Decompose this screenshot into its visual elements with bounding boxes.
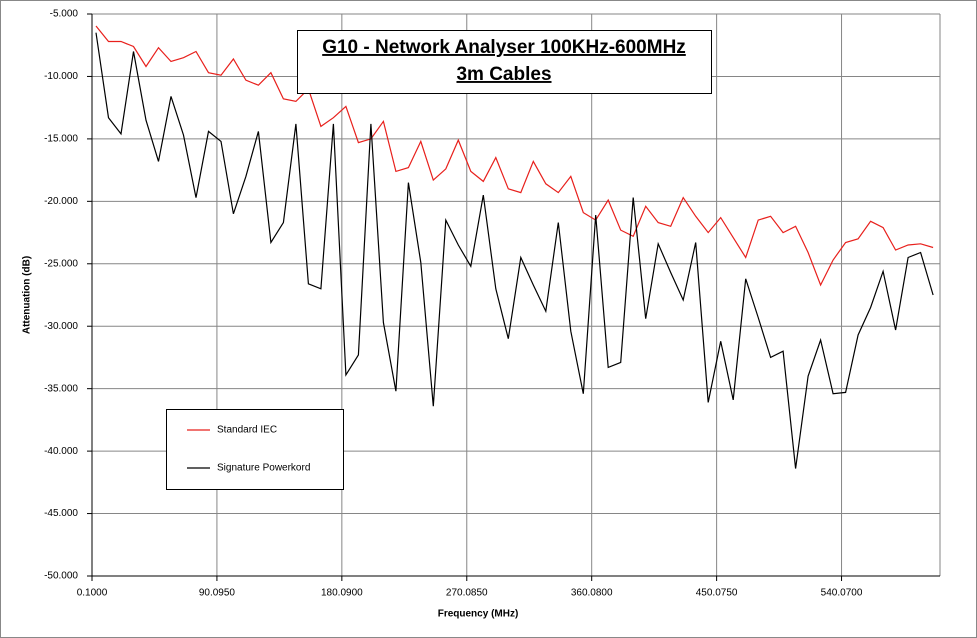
x-tick-label: 0.1000: [77, 588, 108, 599]
title-box: [297, 30, 712, 94]
x-tick-label: 180.0900: [321, 588, 363, 599]
series-line: [95, 25, 934, 287]
x-tick-label: 270.0850: [446, 588, 488, 599]
legend-label: Signature Powerkord: [217, 463, 310, 474]
y-axis-label: Attenuation (dB): [22, 256, 33, 334]
y-tick-label: -20.000: [44, 196, 78, 207]
legend: Standard IEC Signature Powerkord: [187, 425, 310, 474]
x-axis-label: Frequency (MHz): [438, 609, 519, 620]
legend-box: [166, 409, 344, 490]
x-tick-label: 450.0750: [696, 588, 738, 599]
y-tick-label: -30.000: [44, 321, 78, 332]
lines: [95, 25, 934, 469]
chart-subtitle: 3m Cables: [456, 64, 551, 85]
x-tick-label: 540.0700: [821, 588, 863, 599]
y-tick-label: -45.000: [44, 508, 78, 519]
y-tick-label: -5.000: [50, 9, 79, 20]
y-tick-label: -10.000: [44, 71, 78, 82]
chart-title: G10 - Network Analyser 100KHz-600MHz: [322, 37, 686, 58]
y-tick-label: -15.000: [44, 134, 78, 145]
legend-label: Standard IEC: [217, 425, 277, 436]
x-tick-label: 90.0950: [199, 588, 236, 599]
y-tick-label: -25.000: [44, 258, 78, 269]
y-tick-label: -35.000: [44, 383, 78, 394]
y-tick-label: -40.000: [44, 446, 78, 457]
series-line: [95, 32, 934, 469]
x-tick-label: 360.0800: [571, 588, 613, 599]
y-tick-label: -50.000: [44, 571, 78, 582]
